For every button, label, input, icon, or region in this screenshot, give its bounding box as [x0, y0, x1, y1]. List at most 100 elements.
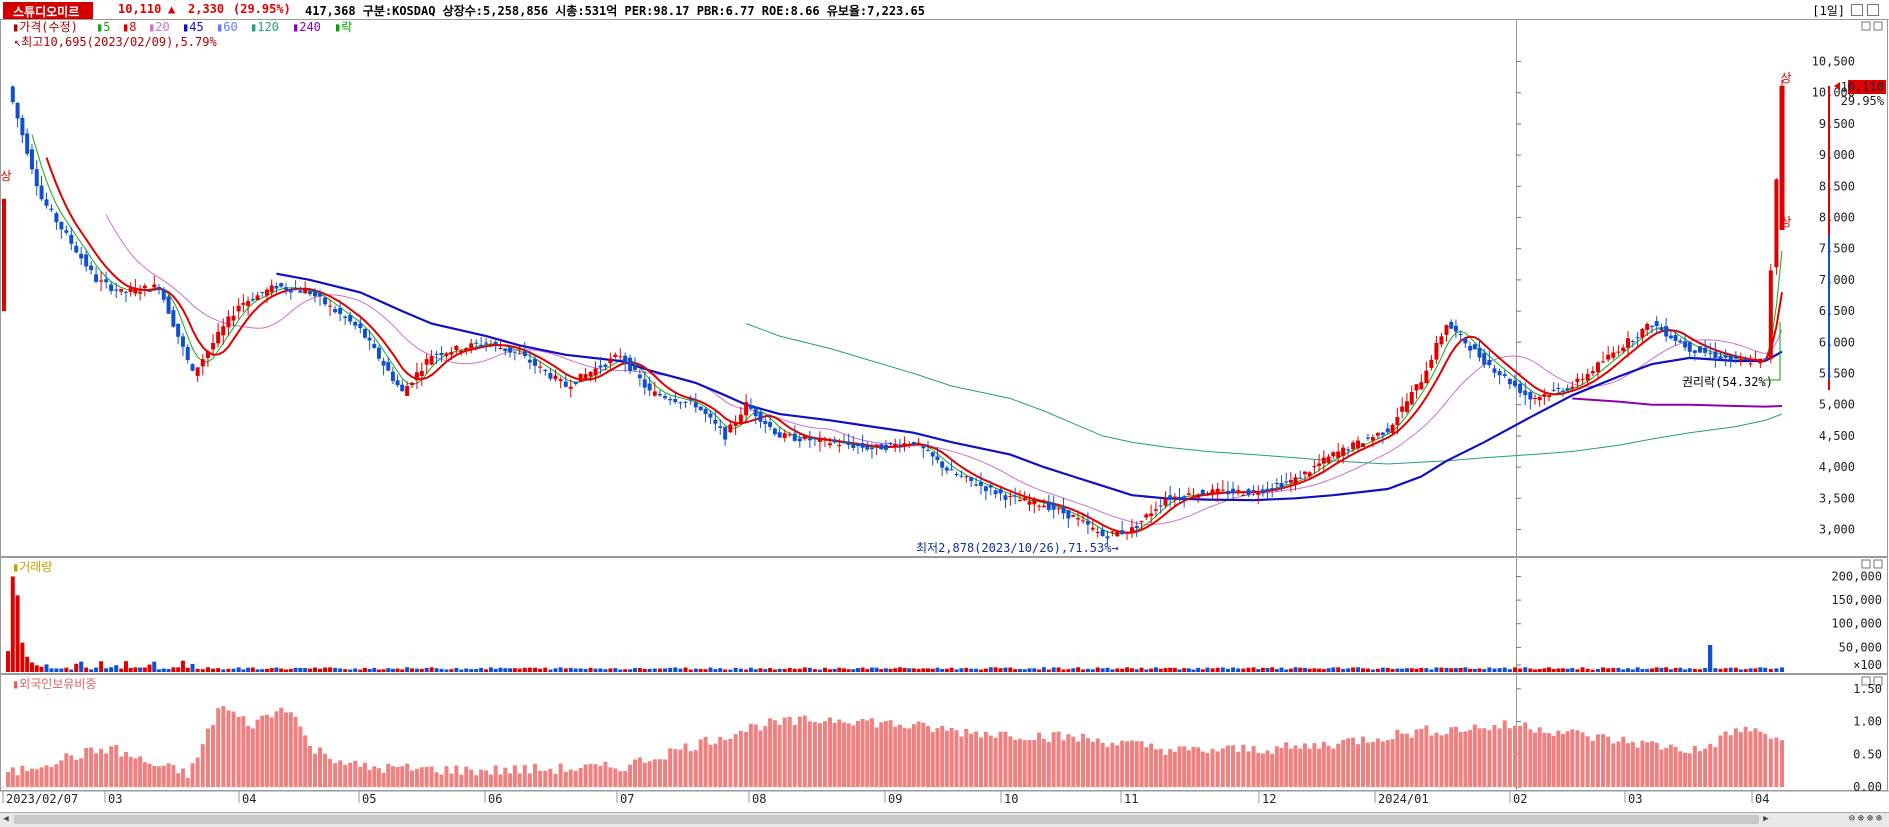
volume-bar [1630, 669, 1635, 672]
foreign-bar [236, 716, 241, 787]
foreign-bar [1090, 741, 1095, 787]
candle-up [902, 443, 907, 447]
volume-bar [907, 668, 912, 672]
candle-down [367, 337, 372, 341]
candle-down [29, 149, 34, 170]
foreign-bar [353, 760, 358, 787]
candle-up [802, 435, 807, 439]
candle-up [1081, 520, 1086, 522]
foreign-bar [748, 723, 753, 787]
volume-bar [598, 668, 603, 672]
maximize-icon[interactable] [1867, 4, 1879, 16]
price-tick-label: 10,000 [1812, 86, 1855, 100]
rights-marker [1764, 322, 1781, 381]
foreign-bar [338, 760, 343, 787]
volume-bar [548, 669, 553, 672]
volume-bar [348, 669, 353, 672]
candle-up [1375, 433, 1380, 436]
volume-bar [623, 669, 628, 672]
horizontal-scrollbar[interactable]: ◀ ▶ ⊖⊕⊕⊕ [0, 812, 1889, 827]
foreign-bar [1395, 729, 1400, 787]
candle-down [376, 347, 381, 359]
candle-down [1365, 437, 1370, 439]
candle-down [522, 351, 527, 357]
foreign-bar [1163, 754, 1168, 787]
scroll-thumb[interactable] [14, 815, 1759, 824]
candle-up [538, 366, 543, 368]
volume-bar [185, 667, 190, 672]
limit-up-mark: 상 [1780, 215, 1791, 229]
volume-bar [1649, 668, 1654, 672]
foreign-bar [1439, 735, 1444, 787]
volume-bar [1424, 668, 1429, 672]
foreign-bar [205, 728, 210, 787]
volume-bar [1302, 667, 1307, 672]
foreign-bar [1768, 738, 1773, 787]
volume-bar [1008, 667, 1013, 672]
foreign-bar [1414, 729, 1419, 787]
candle-up [916, 442, 921, 444]
candle-up [1439, 336, 1444, 345]
panel-close-icon [1873, 676, 1883, 686]
volume-bar [439, 668, 444, 672]
foreign-bar [543, 770, 548, 787]
foreign-bar [429, 766, 434, 787]
x-tick-label: 05 [362, 792, 376, 806]
foreign-bar [1085, 738, 1090, 787]
foreign-bar [797, 716, 802, 787]
volume-bar [797, 668, 802, 672]
volume-bar [1046, 669, 1051, 672]
candle-up [1621, 347, 1626, 352]
foreign-bar [241, 716, 246, 787]
candle-down [1703, 347, 1708, 353]
candle-down [74, 245, 79, 253]
foreign-bar [1419, 728, 1424, 787]
foreign-bar [109, 746, 114, 787]
foreign-bar [538, 770, 543, 787]
candle-down [888, 442, 893, 444]
foreign-bar [1186, 750, 1191, 787]
price-tick-label: 5,500 [1819, 367, 1855, 381]
restore-icon[interactable] [1851, 4, 1863, 16]
volume-bar [1640, 669, 1645, 672]
zoom-controls[interactable]: ⊖⊕⊕⊕ [1848, 813, 1885, 824]
candle-up [1547, 395, 1552, 398]
candle-down [1120, 530, 1125, 534]
candle-down [543, 369, 548, 372]
volume-bar [166, 669, 171, 672]
candle-down [479, 344, 484, 346]
volume-bar [1703, 668, 1708, 672]
foreign-bar [279, 707, 284, 787]
candle-up [195, 367, 200, 376]
scroll-left-icon[interactable]: ◀ [3, 814, 9, 824]
foreign-bar [668, 748, 673, 787]
foreign-bar [792, 724, 797, 787]
volume-bar [25, 656, 30, 672]
foreign-bar [260, 715, 265, 787]
candle-down [49, 208, 54, 210]
candle-up [1580, 379, 1585, 381]
volume-bar [323, 667, 328, 672]
foreign-bar [1017, 738, 1022, 787]
foreign-bar [1453, 726, 1458, 787]
candle-up [429, 356, 434, 365]
volume-bar [812, 669, 817, 672]
foreign-bar [851, 725, 856, 787]
volume-bar [1380, 667, 1385, 672]
foreign-bar [493, 765, 498, 787]
foreign-bar [1051, 732, 1056, 787]
candle-down [1468, 345, 1473, 351]
foreign-bar [1649, 741, 1654, 787]
candle-down [1733, 356, 1738, 359]
volume-bar [652, 668, 657, 672]
foreign-bar [1390, 739, 1395, 787]
scroll-right-icon[interactable]: ▶ [1763, 814, 1769, 824]
candle-up [553, 375, 558, 380]
candle-up [1144, 514, 1149, 518]
foreign-bar [693, 750, 698, 787]
volume-bar [333, 667, 338, 672]
period-selector[interactable]: [1일] [1812, 4, 1845, 18]
volume-bar [969, 668, 974, 672]
candle-up [303, 289, 308, 294]
